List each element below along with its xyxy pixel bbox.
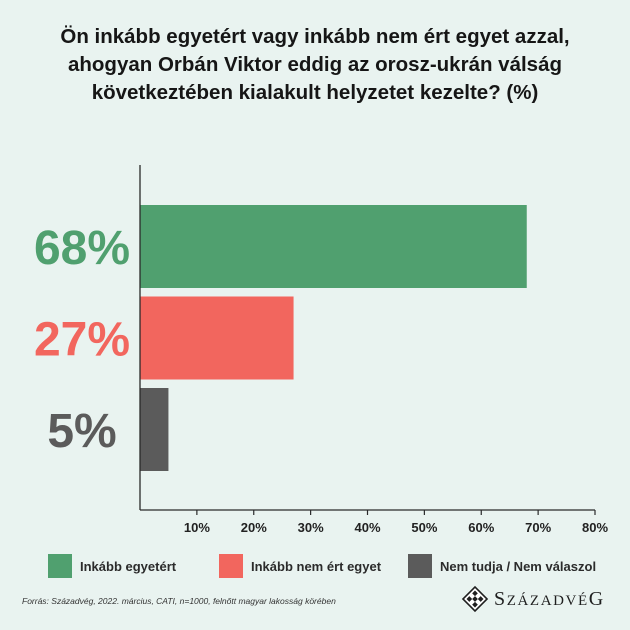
logo-letters: ZÁZADVÉ <box>506 593 589 609</box>
x-tick-labels: 10% 20% 30% 40% 50% 60% 70% 80% <box>184 520 609 535</box>
x-tick-label-40: 40% <box>354 520 380 535</box>
source-note: Forrás: Századvég, 2022. március, CATI, … <box>22 596 336 606</box>
x-tick-label-50: 50% <box>411 520 437 535</box>
legend-item-inkabb-egyetert: Inkább egyetért <box>48 554 176 578</box>
legend-label: Inkább egyetért <box>80 558 177 574</box>
data-label-inkabb-egyetert: 68% <box>34 222 130 275</box>
data-labels-group: 68% 27% 5% <box>34 222 130 458</box>
bars-group <box>140 205 527 471</box>
data-label-inkabb-nem-ert-egyet: 27% <box>34 313 130 366</box>
legend-swatch-gray <box>408 554 432 578</box>
x-tick-label-10: 10% <box>184 520 210 535</box>
x-tick-marks <box>196 510 596 515</box>
legend-item-nem-tudja-nem-valaszol: Nem tudja / Nem válaszol <box>408 554 596 578</box>
x-tick-label-20: 20% <box>241 520 267 535</box>
x-tick-label-80: 80% <box>582 520 608 535</box>
legend-item-inkabb-nem-ert-egyet: Inkább nem ért egyet <box>219 554 381 578</box>
bar-chart: 68% 27% 5% 10% 20% 30% 40% 50% 60% 70% 8… <box>34 165 609 535</box>
diamond-logo-icon <box>461 585 489 613</box>
chart-title: Ön inkább egyetért vagy inkább nem ért e… <box>60 25 570 104</box>
x-tick-label-70: 70% <box>525 520 551 535</box>
logo-text: SZÁZADVÉG <box>494 588 605 612</box>
legend-swatch-green <box>48 554 72 578</box>
x-tick-label-60: 60% <box>468 520 494 535</box>
logo-letters: S <box>494 588 507 610</box>
bar-inkabb-egyetert <box>140 205 527 288</box>
bar-inkabb-nem-ert-egyet <box>140 296 294 380</box>
legend-label: Inkább nem ért egyet <box>251 558 382 574</box>
x-tick-label-30: 30% <box>298 520 324 535</box>
bar-nem-tudja-nem-valaszol <box>140 388 169 471</box>
legend-label: Nem tudja / Nem válaszol <box>440 558 597 574</box>
legend-swatch-red <box>219 554 243 578</box>
data-label-nem-tudja-nem-valaszol: 5% <box>47 405 116 458</box>
logo-letters: G <box>588 588 605 610</box>
